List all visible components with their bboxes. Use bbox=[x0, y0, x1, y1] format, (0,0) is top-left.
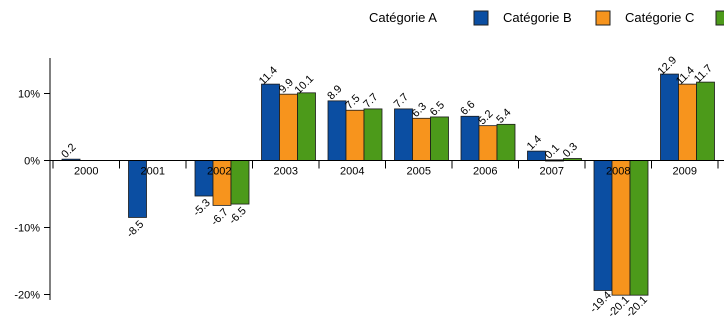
data-label: 5.4 bbox=[494, 107, 513, 126]
bar bbox=[363, 108, 383, 161]
bar bbox=[345, 109, 365, 161]
data-label: 8.9 bbox=[325, 83, 344, 102]
bar bbox=[460, 115, 480, 161]
x-axis: 2000 2001 2002 2003 2004 2005 2006 2007 2008 2009 bbox=[50, 160, 724, 178]
bar bbox=[696, 81, 715, 161]
x-tick-label: 2008 bbox=[606, 166, 630, 178]
data-label: -8.5 bbox=[124, 218, 146, 240]
data-label: -20.1 bbox=[624, 294, 650, 320]
bar bbox=[394, 108, 413, 161]
y-tick-label: -20% bbox=[14, 290, 40, 302]
data-label: 7.7 bbox=[361, 91, 380, 110]
bar bbox=[593, 160, 613, 291]
data-label: 6.5 bbox=[428, 99, 447, 118]
x-tick-label: 2001 bbox=[141, 166, 165, 178]
data-label: 1.4 bbox=[525, 133, 544, 152]
legend: Catégorie A Catégorie B Catégorie C bbox=[369, 10, 724, 26]
legend-label: Catégorie B bbox=[503, 10, 572, 25]
legend-swatch bbox=[715, 10, 724, 26]
data-label: -6.5 bbox=[227, 205, 249, 227]
bar bbox=[297, 92, 316, 161]
y-tick-label: 0% bbox=[24, 156, 40, 168]
legend-label: Catégorie C bbox=[625, 10, 694, 25]
data-label: 7.7 bbox=[392, 91, 411, 110]
bar bbox=[412, 117, 431, 161]
bar bbox=[678, 83, 697, 161]
bar bbox=[279, 93, 298, 161]
bars bbox=[61, 73, 715, 296]
data-label: 6.6 bbox=[458, 99, 477, 118]
legend-label: Catégorie A bbox=[369, 10, 437, 25]
x-tick-label: 2003 bbox=[274, 166, 298, 178]
x-tick-label: 2002 bbox=[207, 166, 231, 178]
bar bbox=[327, 100, 347, 161]
bar bbox=[230, 160, 250, 205]
y-axis: 10% 0% -10% -20% bbox=[14, 58, 51, 302]
data-label: 0.2 bbox=[59, 141, 78, 160]
bar bbox=[629, 160, 649, 296]
data-label: -5.3 bbox=[191, 197, 213, 219]
x-tick-label: 2005 bbox=[407, 166, 431, 178]
legend-swatch bbox=[473, 10, 489, 26]
x-tick-label: 2004 bbox=[340, 166, 364, 178]
legend-swatch bbox=[595, 10, 611, 26]
y-tick-label: -10% bbox=[14, 223, 40, 235]
x-tick-label: 2009 bbox=[673, 166, 697, 178]
x-tick-label: 2000 bbox=[74, 166, 98, 178]
bar bbox=[261, 83, 280, 161]
bar bbox=[478, 125, 498, 161]
bar bbox=[611, 160, 631, 296]
data-label: 0.3 bbox=[561, 141, 580, 160]
bar bbox=[496, 123, 516, 161]
x-tick-label: 2007 bbox=[540, 166, 564, 178]
bar bbox=[660, 73, 679, 161]
y-tick-label: 10% bbox=[18, 89, 40, 101]
bar bbox=[430, 116, 449, 161]
x-tick-label: 2006 bbox=[473, 166, 497, 178]
